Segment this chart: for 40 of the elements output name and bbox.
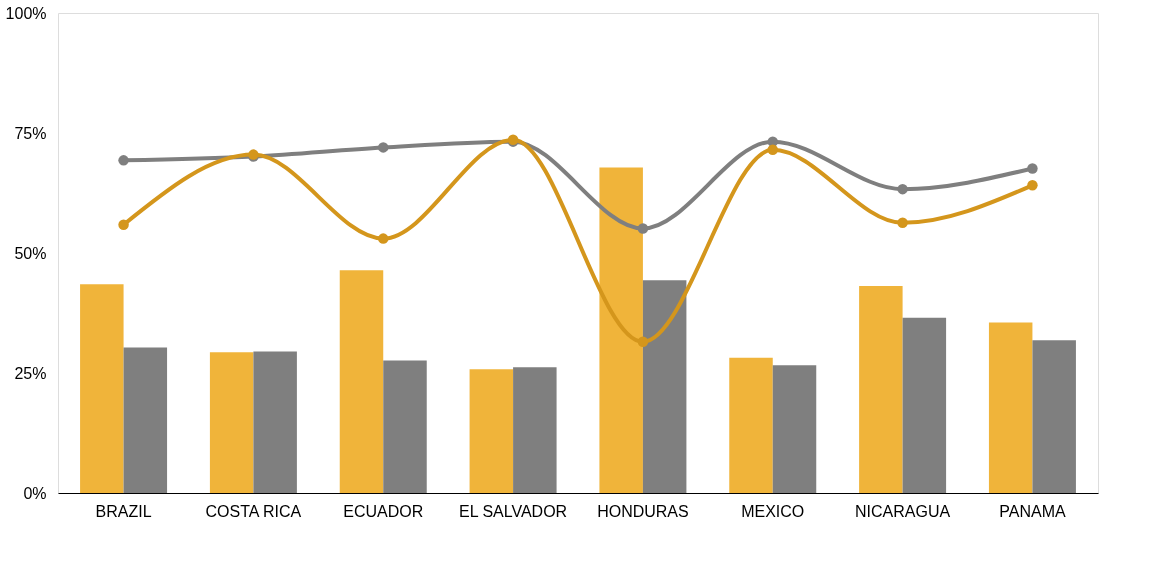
point bbox=[1027, 163, 1038, 174]
bar bbox=[642, 280, 687, 493]
bar bbox=[729, 357, 773, 493]
y-tick-label: 25% bbox=[14, 364, 47, 382]
point bbox=[378, 142, 389, 153]
point bbox=[118, 219, 129, 230]
point bbox=[897, 217, 908, 228]
point bbox=[1027, 180, 1038, 191]
bar bbox=[339, 270, 384, 493]
y-tick-label: 100% bbox=[5, 4, 47, 22]
x-tick-label: EL SALVADOR bbox=[458, 502, 568, 520]
point bbox=[118, 155, 129, 166]
y-tick-label: 75% bbox=[14, 124, 47, 142]
y-tick-label: 50% bbox=[14, 244, 47, 262]
x-tick-label: MEXICO bbox=[741, 502, 805, 520]
y-tick-label: 0% bbox=[23, 484, 47, 502]
bar bbox=[209, 352, 254, 493]
bar bbox=[772, 365, 817, 493]
x-tick-label: COSTA RICA bbox=[205, 502, 302, 520]
x-tick-label: HONDURAS bbox=[597, 502, 689, 520]
x-tick-label: PANAMA bbox=[999, 502, 1066, 520]
bar bbox=[902, 317, 947, 493]
bar bbox=[859, 286, 903, 493]
x-tick-label: BRAZIL bbox=[95, 502, 152, 520]
point bbox=[637, 223, 649, 234]
bar bbox=[988, 322, 1033, 493]
bar bbox=[513, 367, 557, 493]
point bbox=[378, 233, 389, 244]
bar bbox=[383, 360, 427, 493]
bar bbox=[599, 167, 643, 493]
x-tick-label: ECUADOR bbox=[343, 502, 424, 520]
bar bbox=[80, 284, 124, 493]
point bbox=[637, 336, 649, 348]
bar bbox=[469, 369, 514, 493]
x-tick-label: NICARAGUA bbox=[855, 502, 951, 520]
point bbox=[767, 144, 778, 156]
point bbox=[897, 183, 908, 195]
bar bbox=[1032, 340, 1076, 493]
bar bbox=[123, 347, 168, 493]
bar bbox=[253, 351, 297, 493]
